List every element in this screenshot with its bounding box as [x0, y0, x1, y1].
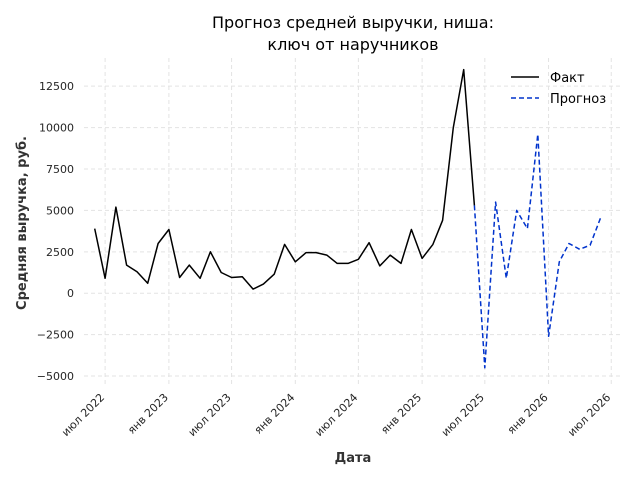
x-tick-label: июл 2025: [439, 391, 487, 439]
y-tick-label: 10000: [39, 122, 74, 135]
x-axis-ticks: июл 2022 янв 2023 июл 2023 янв 2024 июл 2024…: [59, 391, 613, 439]
x-tick-label: июл 2024: [312, 391, 360, 439]
series-lines: [93, 68, 602, 369]
chart-title-line-2: ключ от наручников: [267, 35, 438, 54]
grid: [84, 58, 622, 386]
y-tick-label: −5000: [37, 370, 74, 383]
y-tick-label: 12500: [39, 80, 74, 93]
y-axis-title: Средняя выручка, руб.: [15, 136, 30, 310]
x-axis-title: Дата: [335, 451, 372, 466]
x-tick-label: янв 2026: [505, 391, 551, 437]
x-tick-label: июл 2023: [186, 391, 234, 439]
legend-label-forecast: Прогноз: [550, 92, 606, 107]
x-tick-label: янв 2023: [125, 391, 171, 437]
series-line-fact: [93, 68, 476, 290]
chart-title-line-1: Прогноз средней выручки, ниша:: [212, 13, 494, 32]
y-tick-label: 7500: [46, 163, 74, 176]
y-tick-label: −2500: [37, 329, 74, 342]
x-tick-label: июл 2022: [59, 391, 107, 439]
x-tick-label: янв 2025: [378, 391, 424, 437]
series-line-forecast: [473, 133, 602, 369]
legend-label-fact: Факт: [550, 71, 585, 86]
x-tick-label: июл 2026: [565, 391, 613, 439]
y-axis-ticks: 12500 10000 7500 5000 2500 0 −2500 −5000: [37, 80, 74, 383]
y-tick-label: 2500: [46, 246, 74, 259]
y-tick-label: 5000: [46, 204, 74, 217]
y-tick-label: 0: [67, 287, 74, 300]
x-tick-label: янв 2024: [252, 391, 298, 437]
legend: Факт Прогноз: [511, 71, 606, 107]
